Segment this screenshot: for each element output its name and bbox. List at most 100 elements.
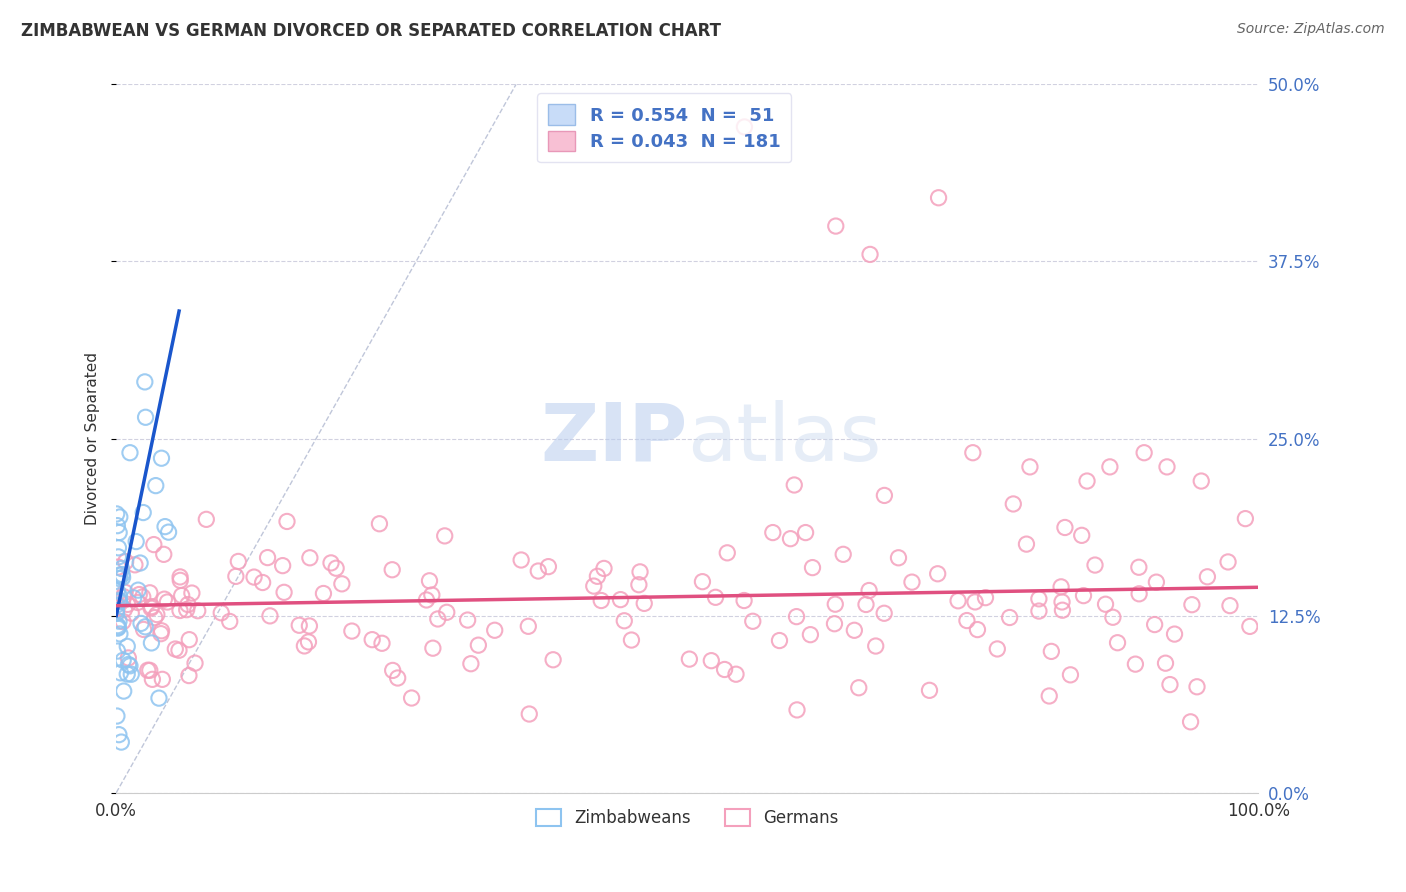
Point	[799, 628, 821, 642]
Point	[457, 613, 479, 627]
Point	[824, 616, 846, 631]
Point	[150, 624, 173, 638]
Point	[887, 550, 910, 565]
Point	[627, 578, 650, 592]
Point	[177, 598, 200, 612]
Point	[1076, 474, 1098, 488]
Point	[108, 571, 131, 585]
Point	[1239, 619, 1261, 633]
Point	[176, 602, 198, 616]
Point	[433, 529, 456, 543]
Point	[120, 667, 142, 681]
Point	[1059, 668, 1081, 682]
Point	[114, 555, 136, 569]
Point	[340, 624, 363, 638]
Point	[783, 478, 806, 492]
Point	[873, 607, 896, 621]
Point	[108, 728, 131, 742]
Point	[801, 560, 824, 574]
Point	[209, 606, 232, 620]
Point	[143, 610, 166, 624]
Point	[460, 657, 482, 671]
Point	[152, 547, 174, 561]
Point	[288, 618, 311, 632]
Point	[779, 532, 801, 546]
Text: Source: ZipAtlas.com: Source: ZipAtlas.com	[1237, 22, 1385, 37]
Point	[741, 614, 763, 628]
Point	[111, 567, 134, 582]
Point	[170, 589, 193, 603]
Point	[108, 627, 131, 641]
Point	[865, 639, 887, 653]
Point	[609, 592, 631, 607]
Point	[135, 410, 157, 425]
Point	[786, 703, 808, 717]
Point	[111, 570, 134, 584]
Point	[928, 191, 950, 205]
Point	[167, 643, 190, 657]
Point	[125, 534, 148, 549]
Point	[593, 561, 616, 575]
Point	[184, 656, 207, 670]
Point	[325, 561, 347, 575]
Point	[112, 684, 135, 698]
Point	[139, 601, 162, 615]
Point	[1050, 595, 1073, 609]
Point	[873, 488, 896, 502]
Point	[582, 579, 605, 593]
Point	[105, 604, 128, 618]
Point	[112, 590, 135, 604]
Point	[129, 616, 152, 631]
Point	[129, 556, 152, 570]
Point	[387, 671, 409, 685]
Point	[120, 606, 142, 620]
Point	[1053, 520, 1076, 534]
Point	[901, 575, 924, 590]
Point	[108, 593, 131, 607]
Point	[141, 673, 163, 687]
Point	[824, 597, 846, 611]
Point	[1098, 459, 1121, 474]
Point	[794, 525, 817, 540]
Point	[986, 642, 1008, 657]
Point	[117, 657, 139, 672]
Point	[966, 623, 988, 637]
Point	[436, 605, 458, 619]
Point	[150, 451, 173, 466]
Point	[169, 570, 191, 584]
Point	[786, 609, 808, 624]
Point	[586, 569, 609, 583]
Point	[962, 446, 984, 460]
Point	[132, 590, 155, 604]
Point	[1002, 497, 1025, 511]
Point	[252, 575, 274, 590]
Point	[180, 586, 202, 600]
Point	[1102, 610, 1125, 624]
Point	[169, 574, 191, 588]
Point	[114, 585, 136, 599]
Point	[228, 554, 250, 568]
Point	[824, 219, 846, 233]
Point	[330, 577, 353, 591]
Point	[1028, 591, 1050, 606]
Point	[195, 512, 218, 526]
Point	[134, 375, 156, 389]
Point	[1050, 580, 1073, 594]
Point	[118, 658, 141, 673]
Point	[620, 633, 643, 648]
Point	[105, 607, 128, 621]
Point	[426, 612, 449, 626]
Point	[108, 594, 131, 608]
Point	[115, 667, 138, 681]
Point	[117, 640, 139, 654]
Point	[139, 663, 162, 677]
Point	[118, 446, 141, 460]
Point	[117, 651, 139, 665]
Point	[127, 595, 149, 609]
Point	[141, 636, 163, 650]
Point	[1189, 474, 1212, 488]
Point	[105, 598, 128, 612]
Point	[381, 664, 404, 678]
Point	[297, 635, 319, 649]
Point	[418, 574, 440, 588]
